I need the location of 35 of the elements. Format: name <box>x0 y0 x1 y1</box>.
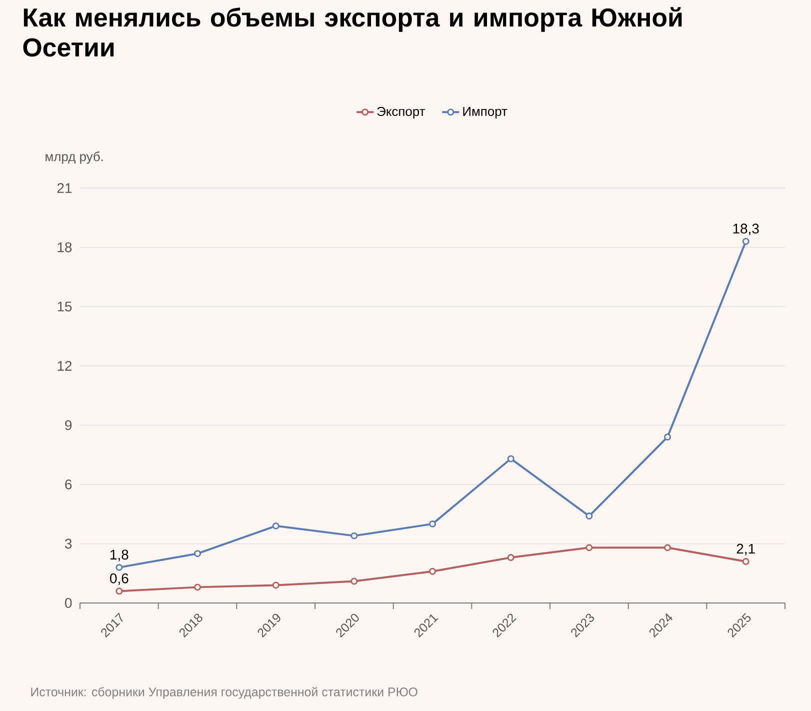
point <box>194 584 201 591</box>
data-label: 1,8 <box>110 550 128 562</box>
point <box>507 554 514 562</box>
point <box>742 238 750 245</box>
y-tick-label: 18 <box>58 242 72 252</box>
chart-title: Как менялись объемы экспорта и импорта Южной Осетии <box>23 7 682 57</box>
y-tick-label: 3 <box>65 538 72 549</box>
point <box>586 512 593 520</box>
point <box>116 564 123 571</box>
point <box>429 520 436 528</box>
y-tick-label: 12 <box>58 360 72 371</box>
point <box>664 434 671 440</box>
data-label: 0,6 <box>110 573 128 585</box>
y-tick-label: 21 <box>57 183 72 193</box>
point <box>350 532 358 540</box>
legend-label: Импорт <box>463 106 508 119</box>
point <box>272 522 280 530</box>
y-tick-label: 6 <box>65 479 72 490</box>
point <box>586 544 593 552</box>
legend-label: Экспорт <box>377 106 426 119</box>
point <box>116 588 123 595</box>
point <box>429 568 436 575</box>
data-label: 18,3 <box>733 224 759 236</box>
y-axis-title: млрд руб. <box>46 152 103 164</box>
data-label: 2,1 <box>736 544 755 556</box>
y-tick-label: 9 <box>65 420 72 430</box>
point <box>664 544 671 552</box>
point <box>350 578 358 585</box>
point <box>272 582 280 589</box>
point <box>507 455 514 462</box>
point <box>742 558 750 565</box>
point <box>194 550 201 558</box>
y-tick-label: 0 <box>65 598 72 608</box>
text: Источник: сборники Управления государственной статистики РЮО <box>31 686 418 699</box>
y-tick-label: 15 <box>58 302 72 312</box>
